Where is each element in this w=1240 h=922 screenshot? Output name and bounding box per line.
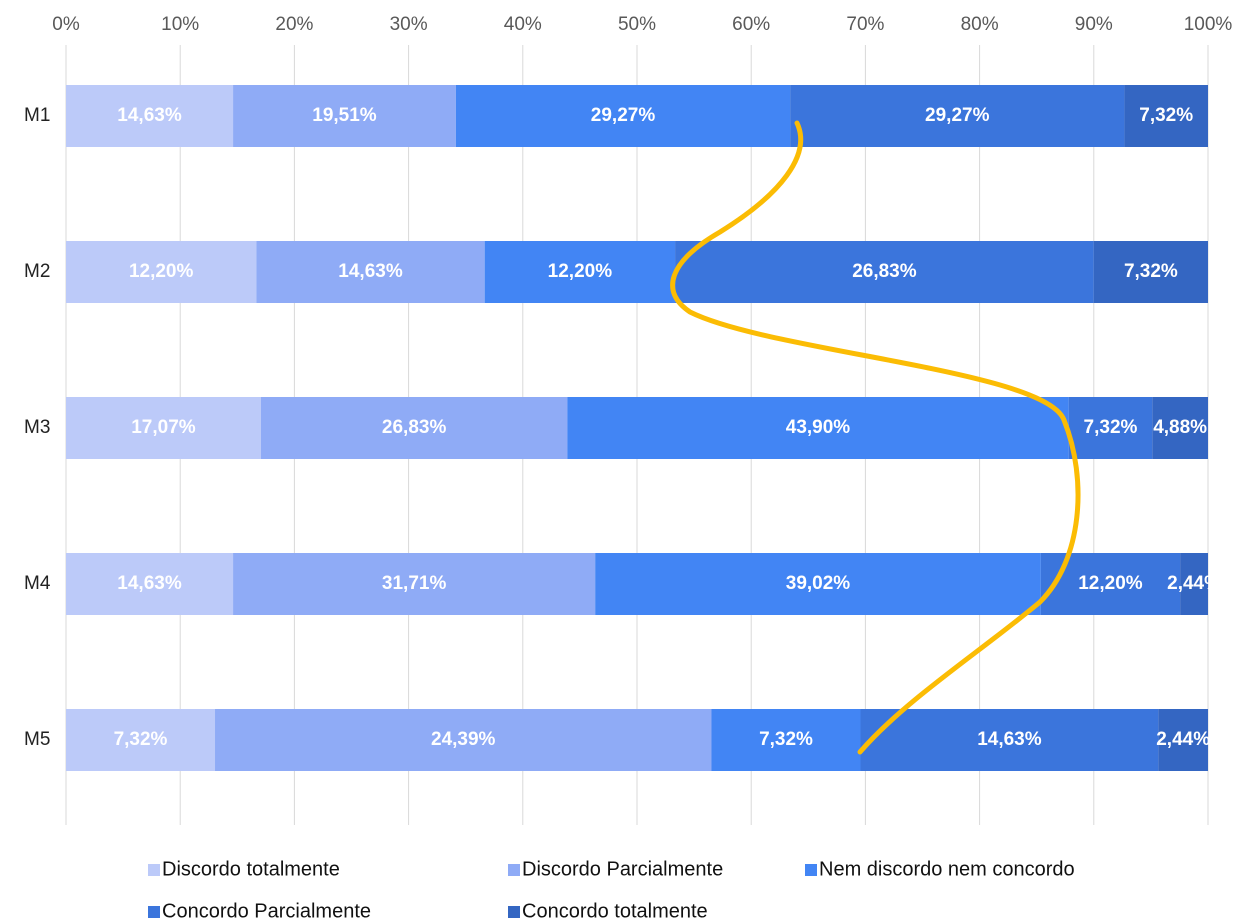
bar-segment (790, 85, 1125, 147)
data-label: 7,32% (1084, 417, 1138, 438)
bar-segment (595, 553, 1041, 615)
data-label: 12,20% (548, 261, 613, 282)
y-tick-label: M3 (24, 417, 50, 438)
x-tick-label: 80% (961, 14, 999, 35)
x-tick-label: 70% (846, 14, 884, 35)
data-label: 4,88% (1153, 417, 1207, 438)
data-label: 7,32% (1124, 261, 1178, 282)
y-tick-label: M5 (24, 729, 50, 750)
data-label: 14,63% (977, 729, 1042, 750)
data-label: 31,71% (382, 573, 447, 594)
legend-label: Concordo totalmente (522, 900, 708, 922)
bar-segment (1093, 241, 1208, 303)
data-label: 14,63% (338, 261, 403, 282)
data-label: 7,32% (114, 729, 168, 750)
bar-segment (1180, 553, 1208, 615)
bar-segment (1124, 85, 1208, 147)
data-label: 7,32% (1139, 105, 1193, 126)
bar-segment (256, 241, 485, 303)
legend-swatch (508, 906, 520, 918)
data-label: 2,44% (1167, 573, 1221, 594)
x-tick-label: 40% (504, 14, 542, 35)
bar-segment (1068, 397, 1153, 459)
data-label: 26,83% (382, 417, 447, 438)
x-tick-label: 20% (275, 14, 313, 35)
bar-segment (1158, 709, 1208, 771)
legend-swatch (148, 906, 160, 918)
bar-segment (215, 709, 712, 771)
bar-segment (233, 85, 456, 147)
bar-segment (260, 397, 568, 459)
bar-segment (66, 241, 257, 303)
bar-segment (484, 241, 676, 303)
annotation-curve (670, 120, 1081, 755)
x-tick-label: 90% (1075, 14, 1113, 35)
data-label: 24,39% (431, 729, 496, 750)
bar-segment (66, 709, 216, 771)
x-tick-label: 50% (618, 14, 656, 35)
legend-swatch (805, 864, 817, 876)
bar-segment (860, 709, 1159, 771)
x-tick-label: 30% (390, 14, 428, 35)
data-label: 39,02% (786, 573, 851, 594)
data-label: 29,27% (925, 105, 990, 126)
data-label: 19,51% (312, 105, 377, 126)
x-tick-label: 10% (161, 14, 199, 35)
bar-segment (1152, 397, 1208, 459)
bar-segment (233, 553, 596, 615)
data-label: 14,63% (117, 573, 182, 594)
data-label: 43,90% (786, 417, 851, 438)
data-label: 26,83% (852, 261, 917, 282)
legend-label: Discordo totalmente (162, 858, 340, 880)
bar-segment (567, 397, 1069, 459)
bars: 14,63% 19,51% 29,27% 29,27% 7,32% 12,20% 14,63… (66, 85, 1221, 771)
data-label: 17,07% (131, 417, 196, 438)
legend-label: Discordo Parcialmente (522, 858, 723, 880)
x-tick-label: 60% (732, 14, 770, 35)
y-tick-label: M2 (24, 261, 50, 282)
legend-swatch (508, 864, 520, 876)
data-label: 29,27% (591, 105, 656, 126)
bar-segment (66, 553, 234, 615)
y-tick-label: M4 (24, 573, 51, 594)
legend: Discordo totalmente Discordo Parcialmente… (148, 858, 1075, 922)
data-label: 7,32% (759, 729, 813, 750)
x-tick-label: 0% (52, 14, 80, 35)
bar-segment (455, 85, 791, 147)
data-label: 2,44% (1156, 729, 1210, 750)
bar-segment (675, 241, 1094, 303)
bar-segment (66, 85, 234, 147)
legend-swatch (148, 864, 160, 876)
data-label: 12,20% (1078, 573, 1143, 594)
legend-label: Nem discordo nem concordo (819, 858, 1075, 880)
data-label: 12,20% (129, 261, 194, 282)
data-label: 14,63% (117, 105, 182, 126)
legend-label: Concordo Parcialmente (162, 900, 371, 922)
bar-segment (711, 709, 861, 771)
x-tick-label: 100% (1184, 14, 1233, 35)
y-tick-label: M1 (24, 105, 50, 126)
bar-segment (66, 397, 261, 459)
